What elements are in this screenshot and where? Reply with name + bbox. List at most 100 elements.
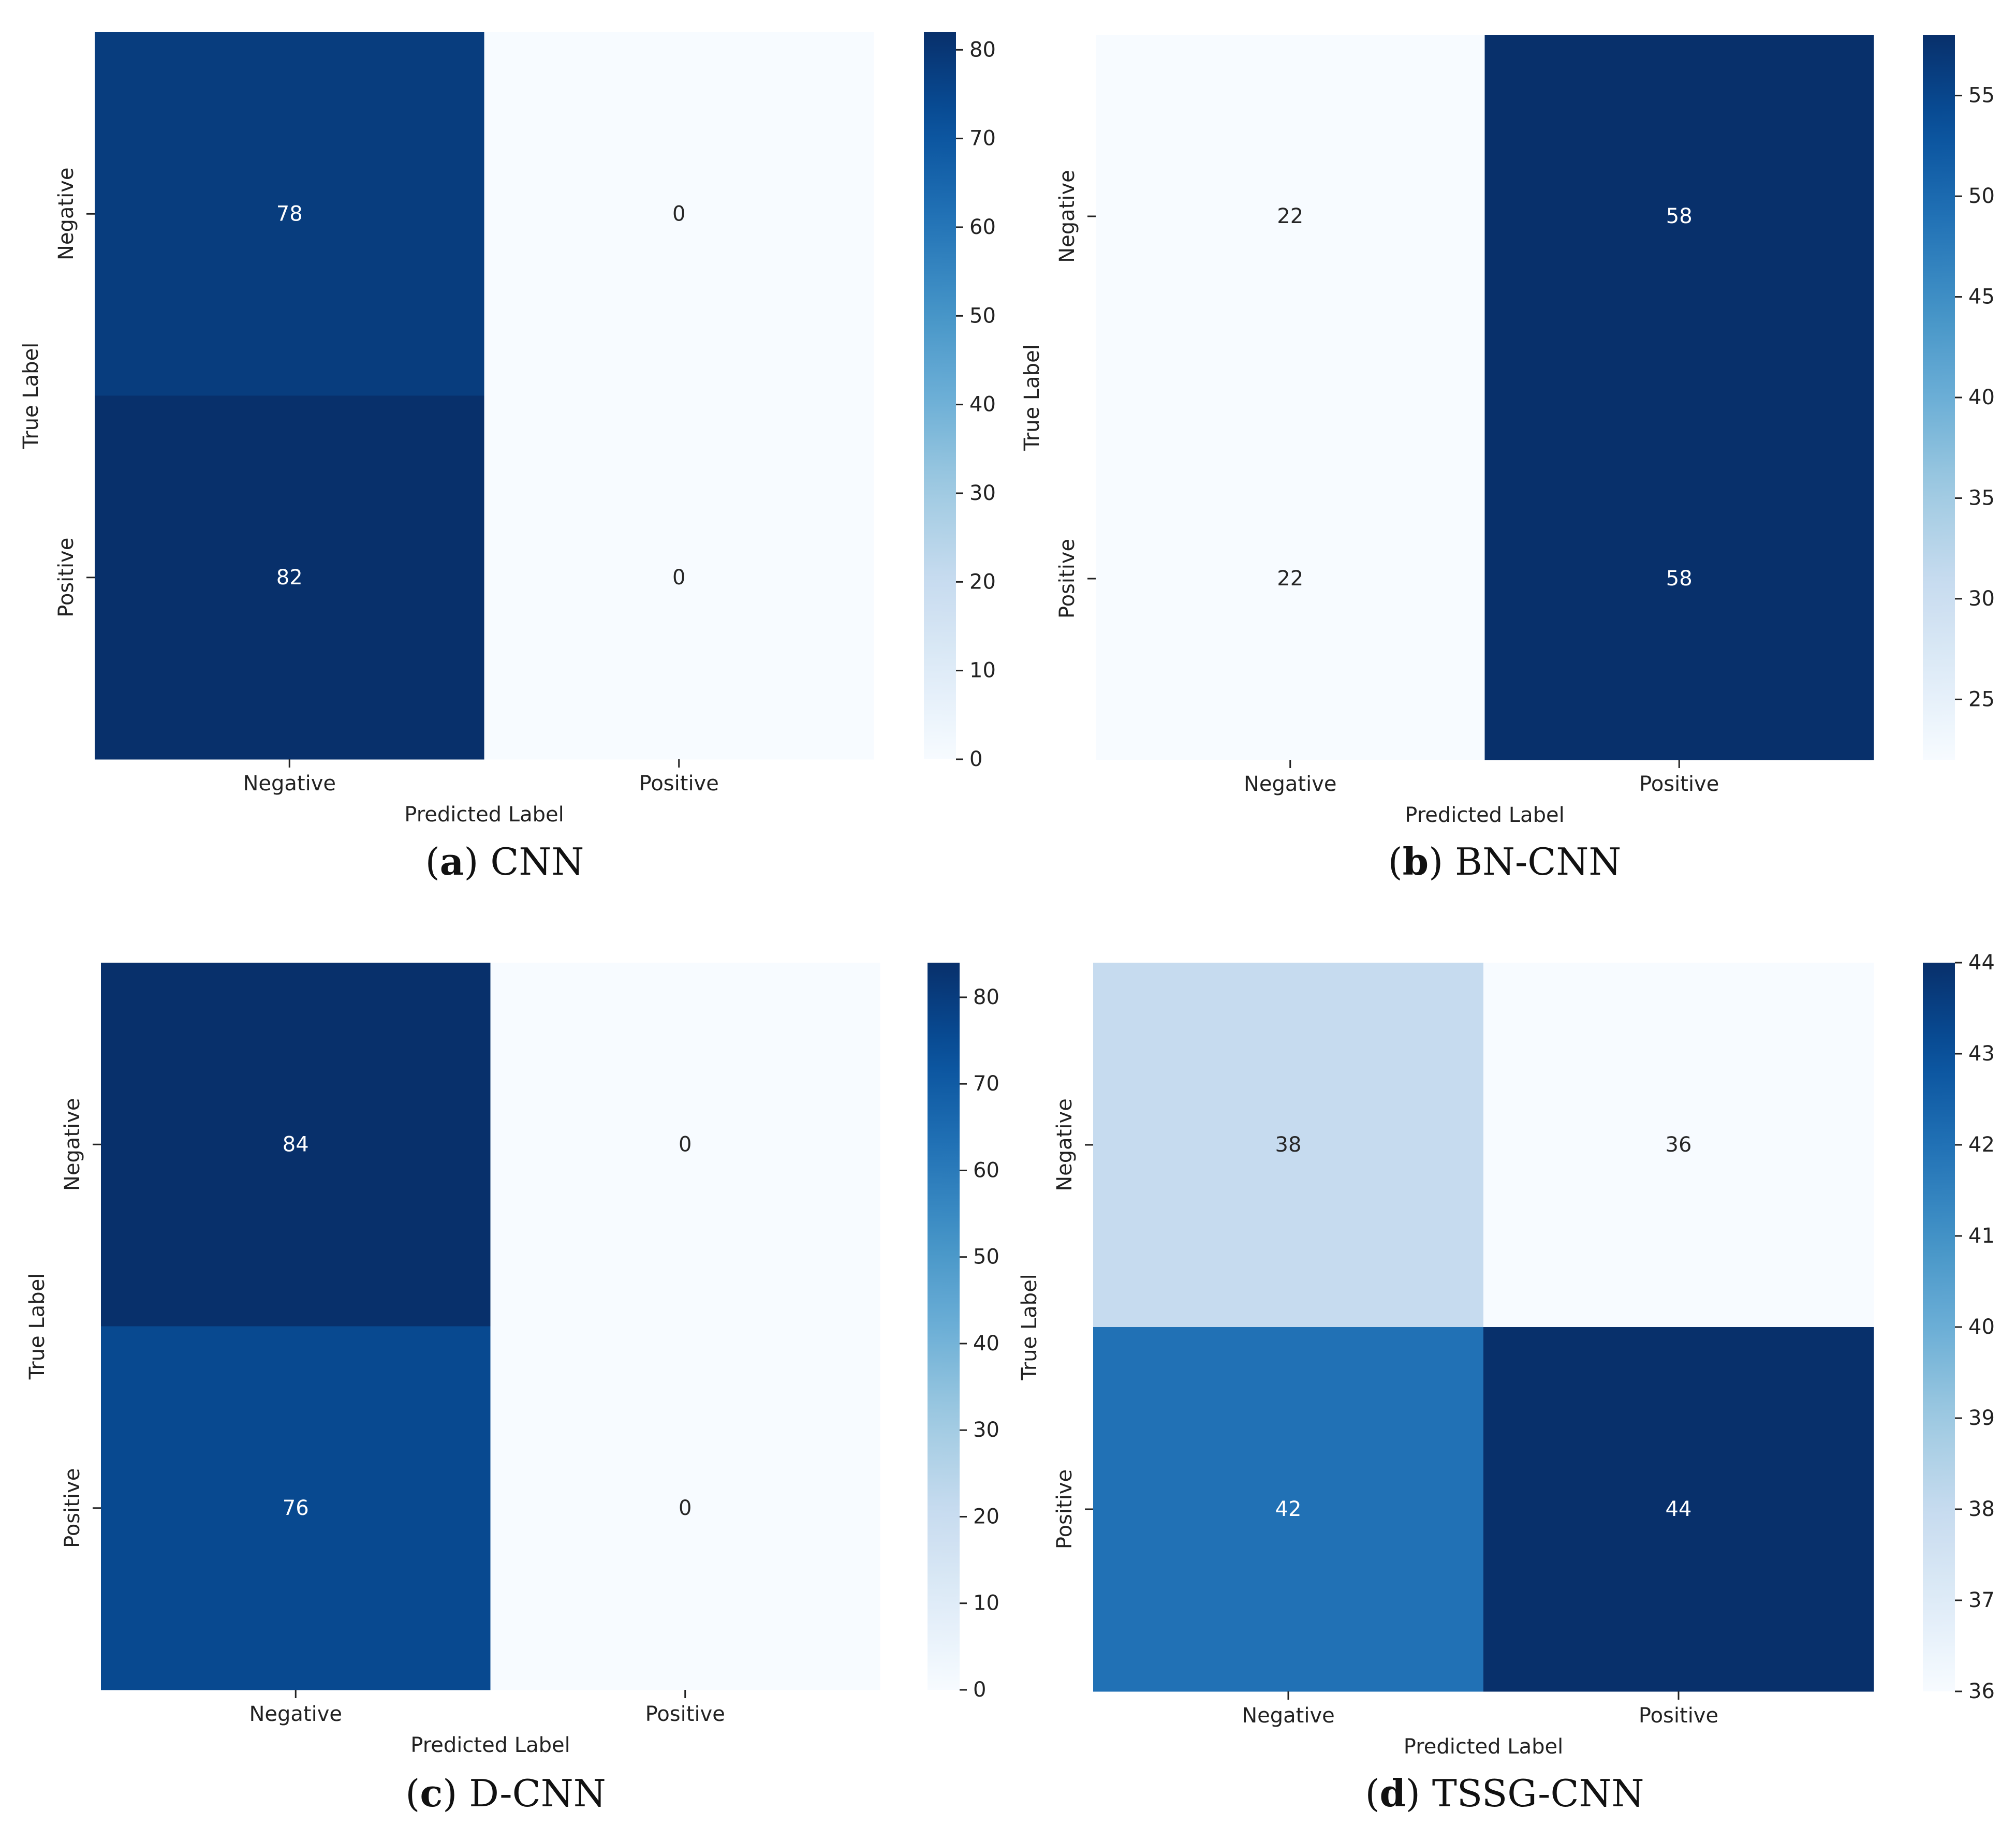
cell-value-r0-c0: 22 [1277, 204, 1303, 228]
y-tick-label-1: Positive [61, 1468, 84, 1548]
caption-letter: c [420, 1771, 443, 1815]
heatmap-cell-r0-c1 [490, 963, 880, 1327]
caption-name: CNN [490, 840, 584, 883]
colorbar-tick-label-1: 37 [1968, 1588, 1995, 1612]
colorbar-tick-label-3: 30 [973, 1418, 999, 1442]
colorbar-tick-label-6: 60 [969, 215, 996, 239]
caption-open-paren: ( [405, 1772, 420, 1815]
y-tick-label-1: Positive [1053, 1469, 1077, 1549]
caption-name: D-CNN [469, 1772, 606, 1815]
x-tick-label-0: Negative [249, 1702, 342, 1726]
colorbar-tick-label-1: 10 [969, 659, 996, 683]
colorbar [1923, 963, 1955, 1691]
cell-value-r1-c1: 0 [672, 566, 685, 590]
colorbar-tick-label-5: 50 [1968, 184, 1995, 208]
y-tick-label-0: Negative [1055, 170, 1079, 263]
colorbar [928, 963, 960, 1690]
colorbar-tick-label-4: 45 [1968, 285, 1995, 309]
x-tick-label-0: Negative [1244, 772, 1337, 796]
colorbar-tick-label-5: 41 [1968, 1224, 1995, 1248]
x-tick-label-1: Positive [645, 1702, 725, 1726]
heatmap-cell-r1-c1 [490, 1326, 880, 1690]
heatmap-cell-r0-c0 [1096, 35, 1485, 398]
heatmap-cell-r1-c0 [1096, 397, 1485, 760]
cell-value-r1-c1: 0 [679, 1496, 691, 1520]
heatmap-panel-c: 84 0 76 0 Negative Positive Predicted Label Neg… [25, 963, 999, 1815]
colorbar-tick-label-8: 80 [973, 985, 999, 1009]
cell-value-r0-c0: 38 [1275, 1133, 1302, 1157]
caption-name: TSSG-CNN [1432, 1772, 1644, 1815]
colorbar-tick-label-6: 55 [1968, 84, 1995, 108]
cell-value-r0-c1: 36 [1666, 1133, 1692, 1157]
colorbar-tick-label-2: 20 [973, 1505, 999, 1528]
colorbar-tick-label-0: 25 [1968, 687, 1995, 711]
colorbar-tick-label-2: 38 [1968, 1497, 1995, 1521]
caption-close-paren: ) [443, 1772, 469, 1815]
heatmap-cell-r0-c0 [1093, 963, 1484, 1328]
cell-value-r0-c1: 0 [679, 1132, 691, 1156]
caption-open-paren: ( [425, 840, 440, 883]
y-tick-label-0: Negative [54, 167, 78, 260]
colorbar-tick-label-4: 40 [969, 393, 996, 417]
heatmap-cell-r0-c1 [1484, 35, 1874, 398]
cell-value-r0-c1: 0 [672, 202, 685, 226]
cell-value-r1-c0: 22 [1277, 567, 1303, 591]
caption-letter: d [1380, 1771, 1406, 1815]
caption-b: (b) BN-CNN [1388, 839, 1622, 883]
cell-value-r1-c0: 76 [283, 1496, 309, 1520]
x-tick-label-1: Positive [1639, 1704, 1718, 1728]
heatmap-cell-r0-c1 [1483, 963, 1874, 1328]
x-tick-label-0: Negative [243, 772, 336, 795]
cell-value-r0-c1: 58 [1666, 204, 1693, 228]
heatmap-cell-r1-c1 [1483, 1327, 1874, 1692]
x-axis-label: Predicted Label [410, 1733, 570, 1757]
colorbar-tick-label-3: 39 [1968, 1406, 1995, 1430]
heatmap-cell-r0-c0 [95, 32, 484, 396]
cell-value-r1-c0: 42 [1275, 1497, 1302, 1521]
colorbar-tick-label-2: 35 [1968, 486, 1995, 510]
heatmap-cell-r1-c1 [1484, 397, 1874, 760]
x-axis-label: Predicted Label [1405, 803, 1564, 827]
colorbar-tick-label-6: 42 [1968, 1133, 1995, 1157]
caption-close-paren: ) [1429, 840, 1455, 883]
heatmap-cell-r1-c0 [95, 395, 484, 760]
y-axis-label: True Label [25, 1273, 49, 1380]
colorbar-tick-label-1: 30 [1968, 587, 1995, 611]
y-axis-label: True Label [1020, 344, 1044, 451]
caption-close-paren: ) [1406, 1772, 1432, 1815]
x-axis-label: Predicted Label [404, 803, 564, 827]
y-axis-label: True Label [1018, 1274, 1041, 1381]
heatmap-cell-r1-c0 [101, 1326, 491, 1690]
colorbar [924, 32, 956, 759]
x-tick-label-1: Positive [1639, 772, 1719, 796]
caption-letter: b [1403, 839, 1429, 883]
caption-open-paren: ( [1365, 1772, 1379, 1815]
colorbar-tick-label-6: 60 [973, 1158, 999, 1182]
y-axis-label: True Label [19, 343, 43, 450]
colorbar-tick-label-3: 30 [969, 481, 996, 505]
y-tick-label-1: Positive [1055, 539, 1079, 618]
heatmap-panel-d: 38 36 42 44 Negative Positive Predicted Label N… [1018, 951, 1995, 1815]
colorbar-tick-label-0: 0 [969, 747, 982, 771]
colorbar [1923, 35, 1955, 760]
cell-value-r1-c0: 82 [276, 566, 303, 590]
colorbar-tick-label-8: 80 [969, 38, 996, 62]
colorbar-tick-label-2: 20 [969, 570, 996, 594]
cell-value-r1-c1: 44 [1666, 1497, 1692, 1521]
cell-value-r1-c1: 58 [1666, 567, 1693, 591]
x-tick-label-1: Positive [639, 772, 719, 795]
caption-a: (a) CNN [425, 839, 584, 883]
colorbar-tick-label-7: 70 [969, 127, 996, 151]
colorbar-tick-label-3: 40 [1968, 386, 1995, 409]
x-tick-label-0: Negative [1242, 1704, 1335, 1728]
caption-letter: a [440, 839, 464, 883]
colorbar-tick-label-8: 44 [1968, 951, 1995, 975]
caption-close-paren: ) [464, 840, 490, 883]
y-tick-label-0: Negative [61, 1098, 84, 1191]
colorbar-tick-label-7: 43 [1968, 1042, 1995, 1066]
caption-d: (d) TSSG-CNN [1365, 1771, 1644, 1815]
colorbar-tick-label-0: 0 [973, 1678, 986, 1702]
colorbar-tick-label-5: 50 [973, 1245, 999, 1269]
colorbar-tick-label-7: 70 [973, 1072, 999, 1096]
